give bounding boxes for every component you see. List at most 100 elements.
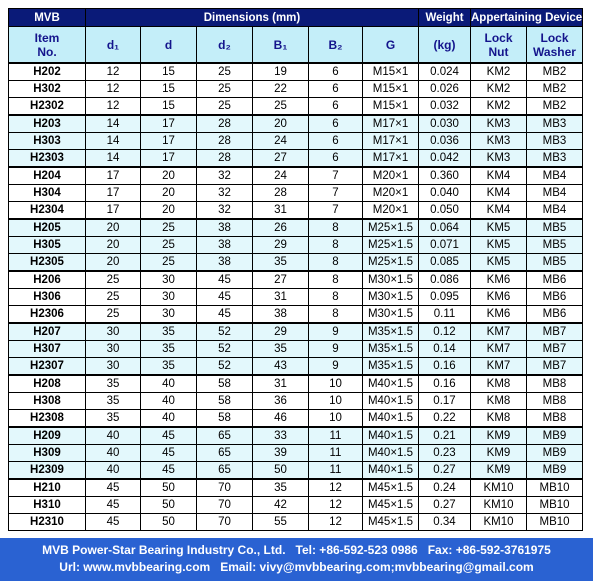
data-cell: MB2 xyxy=(525,80,584,98)
data-row: H305 20 25 38 29 8 M25×1.5 0.071 KM5 MB5 xyxy=(8,236,584,254)
data-cell: 40 xyxy=(85,444,141,462)
data-cell: 0.27 xyxy=(418,496,471,514)
data-cell: M25×1.5 xyxy=(362,253,419,272)
item-no-cell: H307 xyxy=(8,340,86,358)
data-cell: 40 xyxy=(85,461,141,480)
item-no-cell: H202 xyxy=(8,62,86,81)
data-cell: 8 xyxy=(308,253,363,272)
data-cell: 10 xyxy=(308,374,363,393)
data-cell: 52 xyxy=(196,357,253,376)
data-cell: 25 xyxy=(140,236,197,254)
column-header-text: Lock Washer xyxy=(533,30,576,59)
data-cell: MB9 xyxy=(525,444,584,462)
data-cell: 50 xyxy=(140,496,197,514)
data-cell: M40×1.5 xyxy=(362,392,419,410)
data-cell: 15 xyxy=(140,62,197,81)
data-cell: 45 xyxy=(85,496,141,514)
column-header-text: d₂ xyxy=(218,37,231,52)
data-cell: 45 xyxy=(196,270,253,289)
data-row: H303 14 17 28 24 6 M17×1 0.036 KM3 MB3 xyxy=(8,132,584,150)
data-cell: 35 xyxy=(140,357,197,376)
item-no-cell: H2307 xyxy=(8,357,86,376)
data-cell: 8 xyxy=(308,236,363,254)
data-cell: 35 xyxy=(140,322,197,341)
data-cell: MB6 xyxy=(525,288,584,306)
data-cell: 45 xyxy=(196,288,253,306)
data-cell: 27 xyxy=(252,270,309,289)
item-no-cell: H203 xyxy=(8,114,86,133)
data-cell: 25 xyxy=(140,218,197,237)
data-cell: 20 xyxy=(140,166,197,185)
data-cell: M40×1.5 xyxy=(362,444,419,462)
column-header-text: G xyxy=(385,37,396,52)
data-cell: 58 xyxy=(196,392,253,410)
data-cell: 9 xyxy=(308,340,363,358)
data-cell: MB3 xyxy=(525,149,584,168)
data-cell: 0.086 xyxy=(418,270,471,289)
data-cell: 0.27 xyxy=(418,461,471,480)
data-cell: 6 xyxy=(308,132,363,150)
data-row: H208 35 40 58 31 10 M40×1.5 0.16 KM8 MB8 xyxy=(8,374,584,393)
data-cell: 35 xyxy=(252,340,309,358)
data-cell: 38 xyxy=(196,253,253,272)
data-cell: MB3 xyxy=(525,114,584,133)
data-cell: 30 xyxy=(85,322,141,341)
data-cell: 9 xyxy=(308,357,363,376)
data-cell: 45 xyxy=(140,426,197,445)
data-cell: 35 xyxy=(85,374,141,393)
data-cell: 45 xyxy=(85,478,141,497)
data-cell: KM7 xyxy=(470,357,527,376)
data-cell: KM2 xyxy=(470,80,527,98)
data-cell: M20×1 xyxy=(362,201,419,220)
data-cell: 9 xyxy=(308,322,363,341)
item-no-cell: H2305 xyxy=(8,253,86,272)
data-cell: MB5 xyxy=(525,218,584,237)
item-no-cell: H205 xyxy=(8,218,86,237)
data-cell: MB10 xyxy=(525,513,584,531)
data-cell: 11 xyxy=(308,426,363,445)
column-header: d₁ xyxy=(85,26,141,64)
data-cell: 25 xyxy=(196,80,253,98)
data-cell: M15×1 xyxy=(362,97,419,116)
item-no-cell: H2308 xyxy=(8,409,86,428)
data-cell: MB7 xyxy=(525,322,584,341)
data-cell: 50 xyxy=(252,461,309,480)
data-cell: 17 xyxy=(140,132,197,150)
data-cell: 25 xyxy=(85,288,141,306)
data-cell: 0.030 xyxy=(418,114,471,133)
data-cell: 38 xyxy=(196,236,253,254)
data-cell: MB10 xyxy=(525,496,584,514)
data-cell: 52 xyxy=(196,340,253,358)
data-cell: M20×1 xyxy=(362,184,419,202)
data-cell: KM4 xyxy=(470,166,527,185)
data-cell: 0.040 xyxy=(418,184,471,202)
data-cell: 0.050 xyxy=(418,201,471,220)
data-cell: 32 xyxy=(196,166,253,185)
data-cell: M17×1 xyxy=(362,114,419,133)
data-cell: 22 xyxy=(252,80,309,98)
data-cell: M40×1.5 xyxy=(362,374,419,393)
data-cell: 35 xyxy=(252,478,309,497)
data-cell: KM10 xyxy=(470,478,527,497)
data-cell: M15×1 xyxy=(362,80,419,98)
data-cell: 35 xyxy=(85,409,141,428)
item-no-cell: H209 xyxy=(8,426,86,445)
column-header-text: (kg) xyxy=(433,37,456,52)
data-cell: KM9 xyxy=(470,426,527,445)
data-cell: MB2 xyxy=(525,62,584,81)
group-header: MVB xyxy=(8,8,86,27)
column-header-text: d xyxy=(164,37,173,52)
data-row: H206 25 30 45 27 8 M30×1.5 0.086 KM6 MB6 xyxy=(8,270,584,289)
data-row: H2308 35 40 58 46 10 M40×1.5 0.22 KM8 MB8 xyxy=(8,409,584,428)
data-cell: 31 xyxy=(252,288,309,306)
data-cell: 28 xyxy=(252,184,309,202)
data-cell: M30×1.5 xyxy=(362,270,419,289)
data-row: H302 12 15 25 22 6 M15×1 0.026 KM2 MB2 xyxy=(8,80,584,98)
data-cell: KM2 xyxy=(470,62,527,81)
data-cell: M25×1.5 xyxy=(362,218,419,237)
data-cell: 38 xyxy=(196,218,253,237)
data-cell: 12 xyxy=(85,97,141,116)
data-cell: 55 xyxy=(252,513,309,531)
data-cell: KM5 xyxy=(470,253,527,272)
data-cell: 12 xyxy=(85,80,141,98)
